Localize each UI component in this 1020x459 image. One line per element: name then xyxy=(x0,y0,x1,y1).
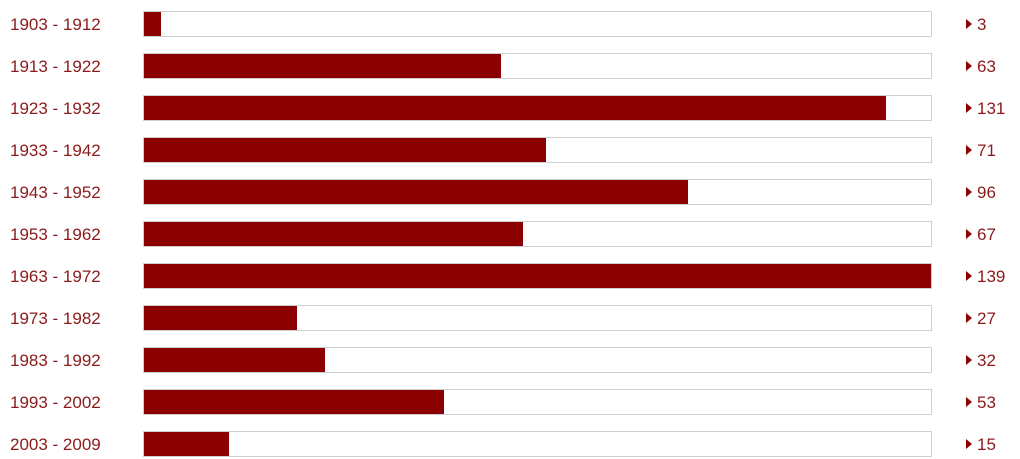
value-label: 27 xyxy=(977,309,996,328)
category-label: 1993 - 2002 xyxy=(10,393,101,412)
value-link[interactable]: 27 xyxy=(966,309,996,329)
bar-row: 1923 - 1932 131 xyxy=(0,95,1020,123)
category-label: 1963 - 1972 xyxy=(10,267,101,286)
bar-row: 1963 - 1972 139 xyxy=(0,263,1020,291)
bar[interactable] xyxy=(144,96,886,120)
value-link[interactable]: 32 xyxy=(966,351,996,371)
triangle-right-icon xyxy=(966,19,972,29)
bar[interactable] xyxy=(144,138,546,162)
value-link[interactable]: 139 xyxy=(966,267,1005,287)
triangle-right-icon xyxy=(966,145,972,155)
bar[interactable] xyxy=(144,54,501,78)
triangle-right-icon xyxy=(966,187,972,197)
triangle-right-icon xyxy=(966,397,972,407)
bar[interactable] xyxy=(144,348,325,372)
bar-row: 1983 - 1992 32 xyxy=(0,347,1020,375)
triangle-right-icon xyxy=(966,313,972,323)
bar[interactable] xyxy=(144,180,688,204)
triangle-right-icon xyxy=(966,439,972,449)
bar-track xyxy=(143,431,932,457)
bar[interactable] xyxy=(144,222,523,246)
value-label: 63 xyxy=(977,57,996,76)
triangle-right-icon xyxy=(966,355,972,365)
value-link[interactable]: 63 xyxy=(966,57,996,77)
value-link[interactable]: 67 xyxy=(966,225,996,245)
bar-row: 1973 - 1982 27 xyxy=(0,305,1020,333)
bar-row: 1953 - 1962 67 xyxy=(0,221,1020,249)
bar-row: 1943 - 1952 96 xyxy=(0,179,1020,207)
category-label: 1923 - 1932 xyxy=(10,99,101,118)
value-link[interactable]: 131 xyxy=(966,99,1005,119)
value-label: 53 xyxy=(977,393,996,412)
bar-track xyxy=(143,11,932,37)
value-label: 71 xyxy=(977,141,996,160)
value-label: 67 xyxy=(977,225,996,244)
bar[interactable] xyxy=(144,12,161,36)
value-label: 32 xyxy=(977,351,996,370)
value-label: 3 xyxy=(977,15,987,34)
triangle-right-icon xyxy=(966,229,972,239)
triangle-right-icon xyxy=(966,103,972,113)
value-link[interactable]: 3 xyxy=(966,15,986,35)
value-link[interactable]: 71 xyxy=(966,141,996,161)
bar[interactable] xyxy=(144,264,931,288)
triangle-right-icon xyxy=(966,271,972,281)
value-label: 131 xyxy=(977,99,1006,118)
category-label: 1913 - 1922 xyxy=(10,57,101,76)
bar[interactable] xyxy=(144,432,229,456)
value-label: 96 xyxy=(977,183,996,202)
category-label: 1983 - 1992 xyxy=(10,351,101,370)
bar-row: 1993 - 2002 53 xyxy=(0,389,1020,417)
bar-row: 1933 - 1942 71 xyxy=(0,137,1020,165)
category-label: 2003 - 2009 xyxy=(10,435,101,454)
value-link[interactable]: 96 xyxy=(966,183,996,203)
bar-row: 1903 - 1912 3 xyxy=(0,11,1020,39)
value-link[interactable]: 15 xyxy=(966,435,996,455)
category-label: 1953 - 1962 xyxy=(10,225,101,244)
value-link[interactable]: 53 xyxy=(966,393,996,413)
category-label: 1943 - 1952 xyxy=(10,183,101,202)
category-label: 1903 - 1912 xyxy=(10,15,101,34)
bar[interactable] xyxy=(144,390,444,414)
category-label: 1933 - 1942 xyxy=(10,141,101,160)
category-label: 1973 - 1982 xyxy=(10,309,101,328)
value-label: 15 xyxy=(977,435,996,454)
triangle-right-icon xyxy=(966,61,972,71)
value-label: 139 xyxy=(977,267,1006,286)
bar[interactable] xyxy=(144,306,297,330)
bar-row: 1913 - 1922 63 xyxy=(0,53,1020,81)
